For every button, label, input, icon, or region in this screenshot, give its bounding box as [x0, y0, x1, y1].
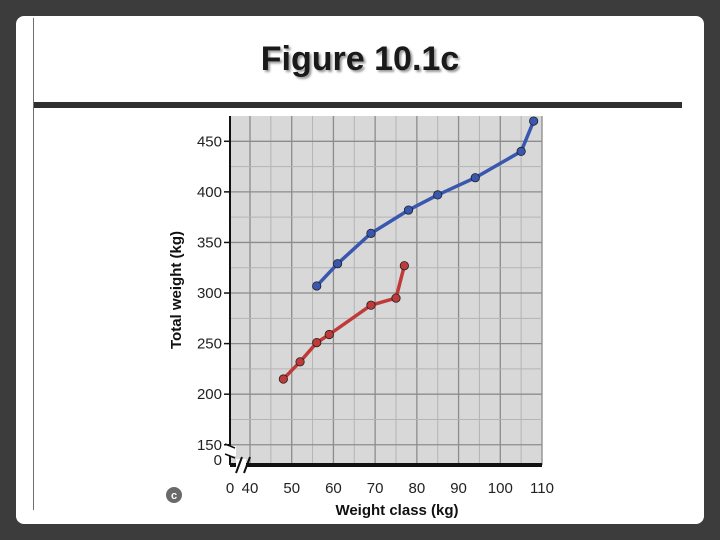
y-tick-label: 150 — [197, 437, 222, 454]
data-point-series-2 — [391, 293, 401, 303]
data-point-series-1 — [312, 281, 322, 291]
x-origin-label: 0 — [226, 480, 234, 497]
data-point-series-1 — [403, 205, 414, 215]
grid — [230, 116, 543, 465]
data-point-series-1 — [529, 116, 539, 126]
y-tick-label: 450 — [197, 133, 222, 150]
plot-background — [230, 116, 542, 465]
data-point-series-1 — [332, 259, 343, 269]
data-point-series-2 — [324, 329, 334, 340]
y-axis-label: Total weight (kg) — [168, 231, 185, 349]
x-tick-label: 60 — [325, 480, 342, 497]
tick-labels: 150 200 250 300 350 400 450 40 50 60 70 80 90 100 110 — [197, 133, 554, 497]
data-point-series-2 — [295, 357, 305, 367]
x-axis-break-mark — [235, 456, 251, 474]
y-tick-label: 400 — [197, 184, 222, 201]
data-point-series-2 — [312, 337, 322, 348]
y-origin-label: 0 — [214, 452, 222, 469]
x-tick-label: 110 — [530, 480, 554, 497]
data-point-series-1 — [433, 190, 443, 200]
y-tick-label: 200 — [197, 386, 222, 403]
data-point-series-1 — [516, 146, 526, 157]
panel-label: c — [171, 490, 177, 502]
y-tick-label: 250 — [197, 336, 222, 353]
x-axis-label: Weight class (kg) — [335, 502, 458, 519]
x-tick-label: 100 — [488, 480, 513, 497]
data-point-series-1 — [470, 173, 480, 183]
series-group — [278, 116, 539, 384]
data-point-series-1 — [366, 228, 376, 238]
data-point-series-2 — [278, 374, 288, 384]
slide-title: Figure 10.1c — [260, 40, 460, 78]
data-point-series-2 — [366, 300, 376, 310]
y-tick-label: 350 — [197, 234, 222, 251]
x-axis-break-gap — [236, 459, 246, 471]
title-underline-bar — [34, 102, 682, 108]
data-point-series-2 — [399, 261, 409, 271]
y-axis-break-gap — [224, 446, 236, 456]
x-tick-label: 80 — [409, 480, 426, 497]
slide-left-rule — [33, 18, 34, 510]
axes — [224, 116, 542, 474]
panel-badge — [166, 487, 182, 503]
series-line-1 — [315, 120, 536, 288]
x-tick-label: 40 — [242, 480, 259, 497]
x-tick-label: 90 — [450, 480, 467, 497]
y-tick-label: 300 — [197, 285, 222, 302]
x-tick-label: 50 — [283, 480, 300, 497]
x-tick-label: 70 — [367, 480, 384, 497]
